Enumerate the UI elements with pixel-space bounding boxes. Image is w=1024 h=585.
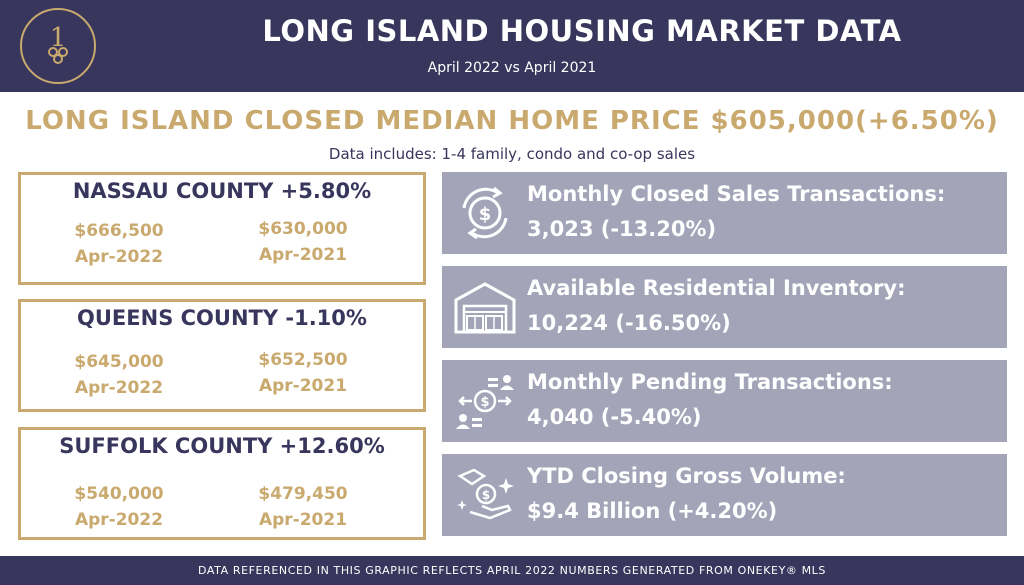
stat-label: Monthly Closed Sales Transactions: bbox=[527, 182, 946, 206]
stat-closed-sales: $ Monthly Closed Sales Transactions: 3,0… bbox=[442, 172, 1007, 254]
svg-text:$: $ bbox=[480, 395, 489, 410]
svg-text:$: $ bbox=[479, 204, 492, 225]
money-cycle-icon: $ bbox=[462, 186, 508, 240]
page-title: LONG ISLAND HOUSING MARKET DATA bbox=[262, 14, 902, 48]
label-2021: Apr-2021 bbox=[258, 510, 348, 530]
price-2022: $666,500 bbox=[74, 221, 164, 241]
footer-banner: DATA REFERENCED IN THIS GRAPHIC REFLECTS… bbox=[0, 556, 1024, 585]
county-name: QUEENS COUNTY -1.10% bbox=[77, 306, 367, 330]
stat-label: Monthly Pending Transactions: bbox=[527, 370, 893, 394]
page-subtitle: April 2022 vs April 2021 bbox=[427, 60, 597, 76]
header-banner: 1 LONG ISLAND HOUSING MARKET DATA April … bbox=[0, 0, 1024, 92]
money-transfer-icon: $ bbox=[456, 375, 514, 429]
stat-value: $9.4 Billion (+4.20%) bbox=[527, 499, 778, 523]
stat-gross-volume: $ YTD Closing Gross Volume: $9.4 Billion… bbox=[442, 454, 1007, 536]
logo-icon: 1 bbox=[48, 23, 68, 64]
county-card-nassau: NASSAU COUNTY +5.80% $666,500 Apr-2022 $… bbox=[18, 172, 426, 285]
data-note: Data includes: 1-4 family, condo and co-… bbox=[328, 145, 696, 163]
median-price-headline: LONG ISLAND CLOSED MEDIAN HOME PRICE $60… bbox=[25, 106, 999, 136]
logo-text: 1 bbox=[50, 23, 67, 53]
label-2022: Apr-2022 bbox=[74, 510, 164, 530]
county-name: SUFFOLK COUNTY +12.60% bbox=[59, 434, 385, 458]
stat-value: 10,224 (-16.50%) bbox=[527, 311, 731, 335]
price-2021: $652,500 bbox=[258, 350, 348, 370]
county-card-suffolk: SUFFOLK COUNTY +12.60% $540,000 Apr-2022… bbox=[18, 427, 426, 540]
stat-value: 3,023 (-13.20%) bbox=[527, 217, 717, 241]
footer-text: DATA REFERENCED IN THIS GRAPHIC REFLECTS… bbox=[198, 564, 826, 577]
label-2022: Apr-2022 bbox=[74, 247, 164, 267]
county-card-queens: QUEENS COUNTY -1.10% $645,000 Apr-2022 $… bbox=[18, 299, 426, 412]
stat-pending: $ Monthly Pending Transactions: 4,040 (-… bbox=[442, 360, 1007, 442]
label-2021: Apr-2021 bbox=[258, 245, 348, 265]
price-2022: $540,000 bbox=[74, 484, 164, 504]
price-2022: $645,000 bbox=[74, 352, 164, 372]
label-2022: Apr-2022 bbox=[74, 378, 164, 398]
price-2021: $479,450 bbox=[258, 484, 348, 504]
stat-label: YTD Closing Gross Volume: bbox=[527, 464, 846, 488]
logo: 1 bbox=[20, 8, 96, 84]
hand-money-icon: $ bbox=[457, 468, 514, 520]
warehouse-icon bbox=[454, 282, 516, 334]
svg-text:$: $ bbox=[482, 488, 490, 502]
label-2021: Apr-2021 bbox=[258, 376, 348, 396]
stat-value: 4,040 (-5.40%) bbox=[527, 405, 702, 429]
county-name: NASSAU COUNTY +5.80% bbox=[72, 179, 372, 203]
stat-label: Available Residential Inventory: bbox=[527, 276, 906, 300]
stat-inventory: Available Residential Inventory: 10,224 … bbox=[442, 266, 1007, 348]
price-2021: $630,000 bbox=[258, 219, 348, 239]
